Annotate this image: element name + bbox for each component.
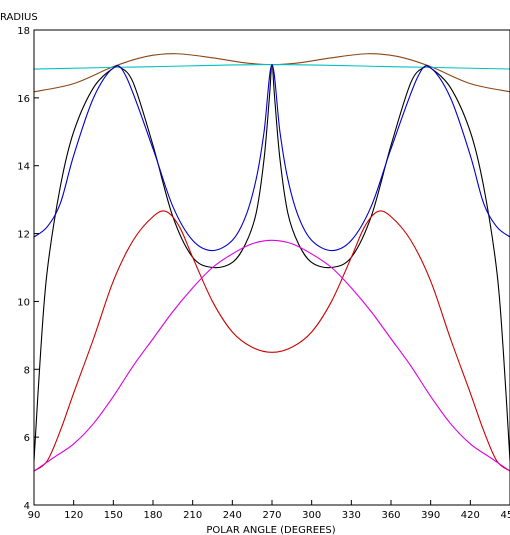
y-tick-label: 8 — [24, 365, 30, 376]
x-tick-label: 330 — [342, 510, 361, 521]
x-tick-label: 390 — [421, 510, 440, 521]
x-tick-label: 270 — [262, 510, 281, 521]
plot-frame — [33, 29, 510, 506]
series-line-5 — [33, 210, 510, 472]
x-tick-label: 180 — [143, 510, 162, 521]
y-tick-label: 16 — [17, 94, 30, 105]
x-tick-label: 120 — [64, 510, 83, 521]
x-tick-label: 150 — [104, 510, 123, 521]
series-line-4 — [33, 64, 510, 252]
x-tick-label: 360 — [381, 510, 400, 521]
x-tick-label: 450 — [500, 510, 510, 521]
x-tick-label: 240 — [223, 510, 242, 521]
series-layer — [33, 53, 510, 472]
x-tick-label: 210 — [183, 510, 202, 521]
y-axis-title: RADIUS — [0, 12, 38, 23]
y-tick-label: 12 — [17, 230, 30, 241]
y-tick-label: 6 — [24, 433, 30, 444]
tick-layer: 90 120 150 180 210 240 270 300 330 360 390 420 450 4 6… — [17, 26, 510, 521]
x-tick-label: 420 — [461, 510, 480, 521]
y-tick-label: 10 — [17, 297, 30, 308]
series-line-6 — [33, 239, 510, 472]
x-axis-title: POLAR ANGLE (DEGREES) — [206, 525, 335, 535]
series-line-1 — [33, 53, 510, 93]
series-line-3 — [33, 64, 510, 461]
x-tick-label: 90 — [28, 510, 41, 521]
y-tick-label: 4 — [24, 501, 30, 512]
y-tick-label: 14 — [17, 162, 30, 173]
x-tick-label: 300 — [302, 510, 321, 521]
series-line-2 — [33, 64, 510, 70]
y-tick-label: 18 — [17, 26, 30, 37]
